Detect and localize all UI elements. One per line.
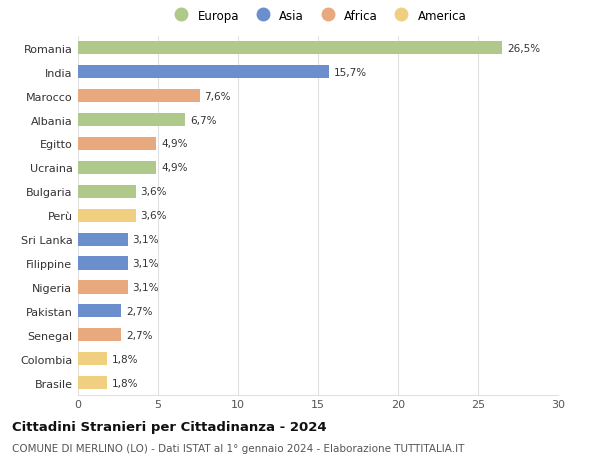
Text: 3,6%: 3,6% [140, 211, 167, 221]
Text: Cittadini Stranieri per Cittadinanza - 2024: Cittadini Stranieri per Cittadinanza - 2… [12, 420, 326, 433]
Text: 4,9%: 4,9% [161, 139, 188, 149]
Text: 3,6%: 3,6% [140, 187, 167, 197]
Text: 6,7%: 6,7% [190, 115, 217, 125]
Text: 7,6%: 7,6% [205, 91, 231, 101]
Text: 2,7%: 2,7% [126, 330, 152, 340]
Bar [78, 329, 121, 341]
Text: COMUNE DI MERLINO (LO) - Dati ISTAT al 1° gennaio 2024 - Elaborazione TUTTITALIA: COMUNE DI MERLINO (LO) - Dati ISTAT al 1… [12, 443, 464, 453]
Bar [78, 90, 200, 103]
Bar [78, 376, 107, 389]
Bar [78, 114, 185, 127]
Text: 1,8%: 1,8% [112, 354, 138, 364]
Bar [78, 138, 157, 151]
Bar [78, 209, 136, 222]
Text: 2,7%: 2,7% [126, 306, 152, 316]
Bar [78, 353, 107, 365]
Text: 26,5%: 26,5% [507, 44, 540, 54]
Bar [78, 162, 157, 174]
Text: 3,1%: 3,1% [133, 258, 159, 269]
Text: 3,1%: 3,1% [133, 235, 159, 245]
Text: 1,8%: 1,8% [112, 378, 138, 388]
Text: 4,9%: 4,9% [161, 163, 188, 173]
Bar [78, 66, 329, 79]
Bar [78, 257, 128, 270]
Bar [78, 233, 128, 246]
Legend: Europa, Asia, Africa, America: Europa, Asia, Africa, America [164, 5, 472, 27]
Bar [78, 305, 121, 318]
Text: 3,1%: 3,1% [133, 282, 159, 292]
Bar [78, 185, 136, 198]
Bar [78, 42, 502, 55]
Text: 15,7%: 15,7% [334, 67, 367, 78]
Bar [78, 281, 128, 294]
